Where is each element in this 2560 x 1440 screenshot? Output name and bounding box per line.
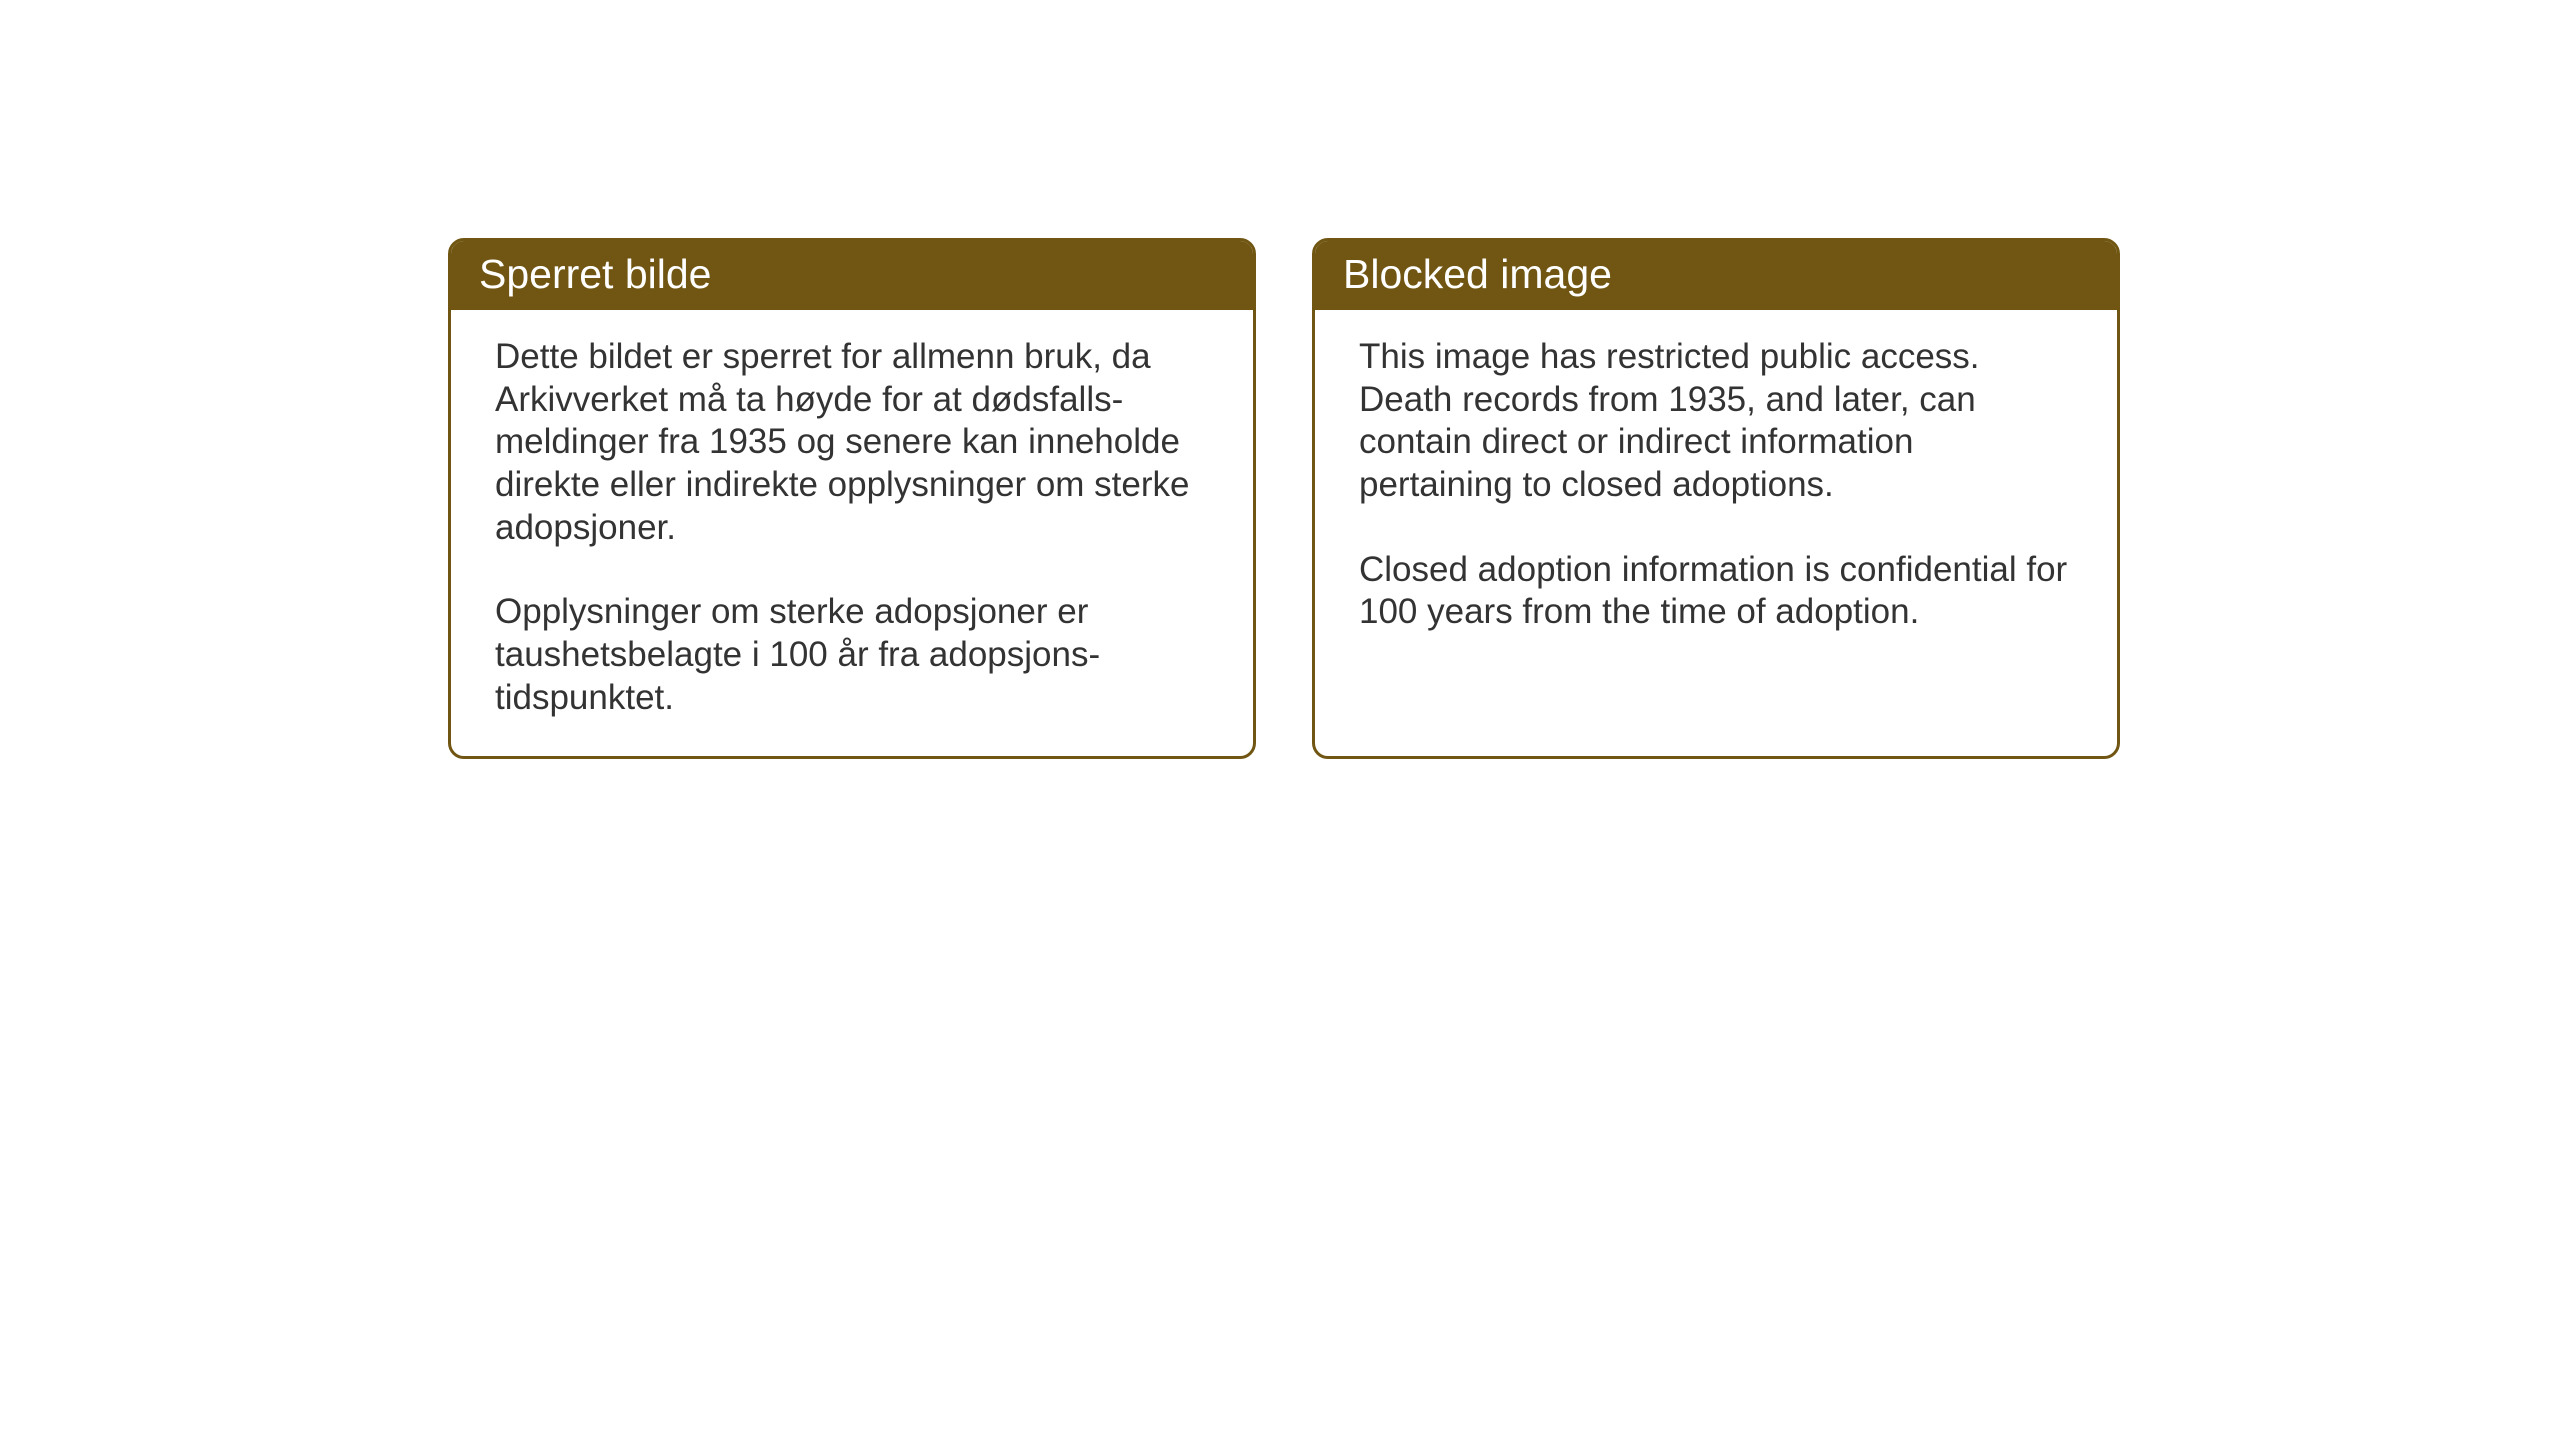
norwegian-notice-card: Sperret bilde Dette bildet er sperret fo… [448,238,1256,759]
norwegian-card-title: Sperret bilde [451,241,1253,310]
notice-container: Sperret bilde Dette bildet er sperret fo… [448,238,2120,759]
english-card-body: This image has restricted public access.… [1315,310,2117,754]
norwegian-paragraph-2: Opplysninger om sterke adopsjoner er tau… [495,591,1209,719]
english-notice-card: Blocked image This image has restricted … [1312,238,2120,759]
norwegian-card-body: Dette bildet er sperret for allmenn bruk… [451,310,1253,756]
english-paragraph-2: Closed adoption information is confident… [1359,549,2073,634]
norwegian-paragraph-1: Dette bildet er sperret for allmenn bruk… [495,336,1209,549]
english-card-title: Blocked image [1315,241,2117,310]
english-paragraph-1: This image has restricted public access.… [1359,336,2073,507]
